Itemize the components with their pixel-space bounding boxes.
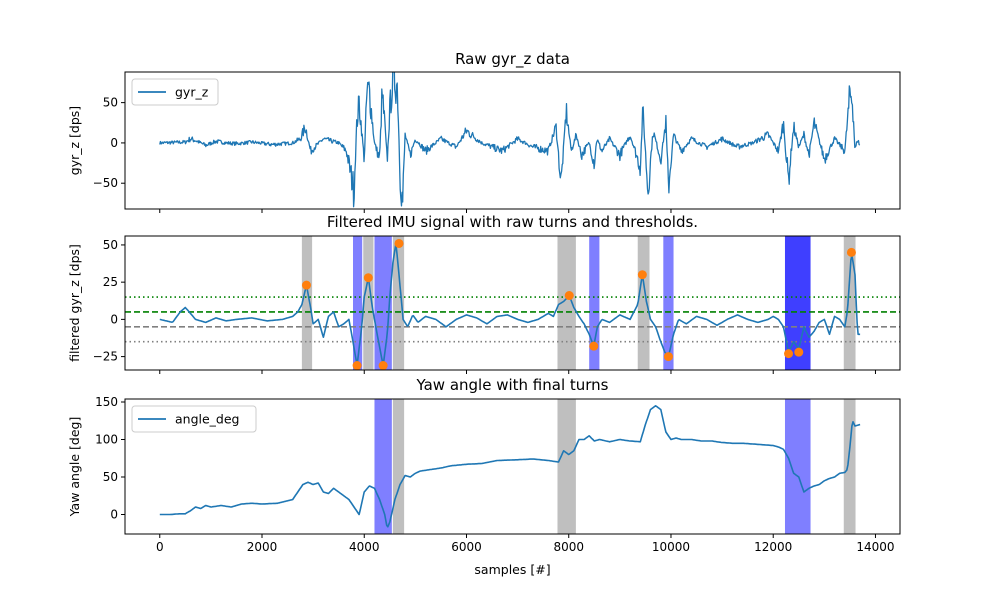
panel-2-y-axis-label: filtered gyr_z [dps] <box>67 244 82 362</box>
panel-1-series <box>159 72 861 208</box>
panel-1-y-ticks: −50 0 50 <box>93 96 125 190</box>
y-tick-label: −25 <box>93 350 118 364</box>
panel-yaw-angle: 0 2000 4000 6000 8000 10000 12000 14000 0 50 100 1… <box>67 376 901 577</box>
y-tick-label: 0 <box>110 508 118 522</box>
turn-span <box>637 236 650 370</box>
turn-peak-marker <box>352 361 362 371</box>
panel-3-x-axis-label: samples [#] <box>474 562 550 577</box>
y-tick-label: 25 <box>103 275 118 289</box>
panel-filtered-signal: −25 0 25 50 Filtered IMU signal with raw tu… <box>67 213 901 374</box>
panel-3-legend: angle_deg <box>131 405 257 433</box>
panel-2-markers <box>301 238 856 371</box>
y-tick-label: −50 <box>93 176 118 190</box>
panel-3-series <box>159 404 861 528</box>
panel-1-legend-box <box>131 78 219 106</box>
turn-peak-marker <box>564 291 574 301</box>
y-tick-label: 50 <box>103 238 118 252</box>
series-line-gyr-z <box>159 72 861 208</box>
turn-span <box>392 399 405 534</box>
turn-span <box>557 236 576 370</box>
turn-peak-marker <box>637 270 647 280</box>
turn-span <box>663 236 674 370</box>
y-tick-label: 50 <box>103 96 118 110</box>
panel-3-title: Yaw angle with final turns <box>416 376 609 394</box>
y-tick-label: 100 <box>95 433 118 447</box>
turn-peak-marker <box>394 238 404 248</box>
turn-span <box>843 399 856 534</box>
x-tick-label: 4000 <box>349 540 380 554</box>
turn-peak-marker <box>589 341 599 351</box>
turn-span <box>301 236 313 370</box>
panel-3-spans <box>374 399 856 534</box>
turn-peak-marker <box>663 352 673 362</box>
turn-span <box>784 399 811 534</box>
x-tick-label: 6000 <box>451 540 482 554</box>
panel-1-y-axis-label: gyr_z [dps] <box>67 106 82 175</box>
turn-span <box>589 236 600 370</box>
panel-3-x-ticks: 0 2000 4000 6000 8000 10000 12000 14000 <box>156 534 895 554</box>
panel-2-title: Filtered IMU signal with raw turns and t… <box>327 213 698 231</box>
panel-raw-gyr-z: −50 0 50 Raw gyr_z data gyr_z [dps] gyr_z <box>67 50 901 213</box>
y-tick-label: 50 <box>103 470 118 484</box>
turn-peak-marker <box>846 247 856 257</box>
panel-1-title: Raw gyr_z data <box>455 50 570 69</box>
panel-1-legend-label: gyr_z <box>175 85 209 100</box>
panel-1-x-ticks <box>159 209 876 213</box>
panel-2-threshold-lines <box>125 296 900 343</box>
series-line-angle-deg <box>159 404 861 528</box>
y-tick-label: 0 <box>110 136 118 150</box>
turn-span <box>557 399 576 534</box>
panel-2-y-ticks: −25 0 25 50 <box>93 238 125 364</box>
turn-peak-marker <box>378 361 388 371</box>
panel-3-legend-box <box>131 405 257 433</box>
series-line-filtered <box>159 242 861 367</box>
turn-peak-marker <box>301 280 311 290</box>
panel-2-series <box>159 242 861 367</box>
panel-3-legend-label: angle_deg <box>175 412 240 427</box>
x-tick-label: 10000 <box>652 540 690 554</box>
turn-peak-marker <box>784 349 794 359</box>
turn-peak-marker <box>363 273 373 283</box>
y-tick-label: 0 <box>110 312 118 326</box>
x-tick-label: 14000 <box>856 540 894 554</box>
panel-2-x-ticks <box>159 370 876 374</box>
panel-3-axes-frame <box>124 398 901 535</box>
turn-peak-marker <box>794 347 804 357</box>
x-tick-label: 12000 <box>754 540 792 554</box>
panel-3-y-ticks: 0 50 100 150 <box>95 395 125 522</box>
turn-span <box>392 236 405 370</box>
panel-2-axes-frame <box>124 235 901 371</box>
x-tick-label: 0 <box>156 540 164 554</box>
x-tick-label: 2000 <box>247 540 278 554</box>
turn-span <box>363 236 374 370</box>
turn-span <box>374 399 392 534</box>
y-tick-label: 150 <box>95 395 118 409</box>
turn-span <box>843 236 856 370</box>
panel-3-y-axis-label: Yaw angle [deg] <box>67 417 82 518</box>
x-tick-label: 8000 <box>553 540 584 554</box>
panel-1-axes-frame <box>124 71 901 210</box>
turn-span <box>353 236 363 370</box>
panel-1-legend: gyr_z <box>131 78 219 106</box>
